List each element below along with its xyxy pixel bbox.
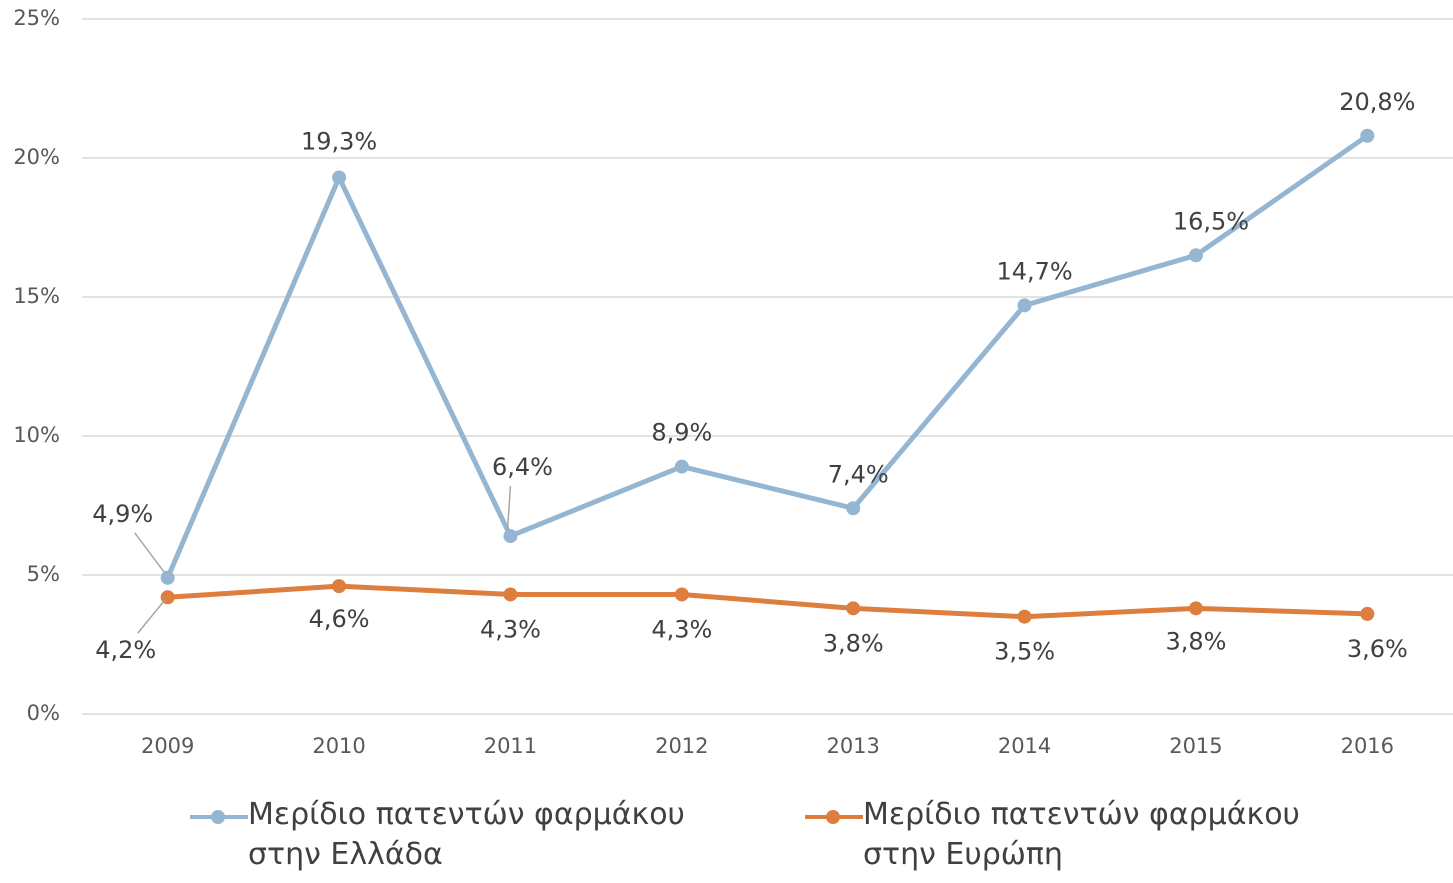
x-tick-label: 2011 [484,734,537,758]
point [503,529,518,544]
legend: Μερίδιο πατεντών φαρμάκου στην Ελλάδα Μερ… [0,795,1453,883]
legend-item: Μερίδιο πατεντών φαρμάκου στην Ευρώπη [805,795,1333,875]
x-tick-label: 2014 [998,734,1051,758]
x-tick-label: 2015 [1169,734,1222,758]
series-line [167,583,1368,620]
value-label: 4,6% [309,605,370,633]
value-label: 16,5% [1173,207,1249,235]
value-label: 6,4% [492,453,553,481]
value-label: 8,9% [651,419,712,447]
value-label: 7,4% [828,460,889,488]
x-tick-label: 2009 [141,734,194,758]
point [846,601,861,616]
point [1017,609,1032,624]
legend-swatch [190,795,248,839]
point [1360,128,1375,143]
point [674,459,689,474]
value-label: 3,8% [1165,627,1226,655]
x-tick-label: 2010 [312,734,365,758]
value-label: 4,2% [95,636,156,664]
x-tick-label: 2013 [826,734,879,758]
series-line [165,133,1369,579]
point [332,170,347,185]
legend-label: Μερίδιο πατεντών φαρμάκου στην Ελλάδα [248,797,685,872]
value-label: 20,8% [1339,88,1415,116]
point [1017,298,1032,313]
value-label: 3,6% [1347,635,1408,663]
y-tick-label: 0% [27,701,60,725]
point [1188,601,1203,616]
y-tick-label: 5% [27,562,60,586]
point [1188,248,1203,263]
x-tick-label: 2012 [655,734,708,758]
point [332,579,347,594]
legend-label: Μερίδιο πατεντών φαρμάκου στην Ευρώπη [863,797,1300,872]
value-label: 4,3% [651,615,712,643]
point [846,501,861,516]
legend-marker [826,810,840,824]
value-label: 14,7% [996,257,1072,285]
point [1360,606,1375,621]
x-tick-label: 2016 [1341,734,1394,758]
legend-marker [211,810,225,824]
y-tick-label: 15% [13,284,60,308]
point [674,587,689,602]
value-label: 3,5% [994,638,1055,666]
value-label: 4,3% [480,615,541,643]
plot: 0% 5% 10% 15% 20% 25% 2009 2010 2011 2012 2013 2014… [13,6,1453,758]
value-label: 3,8% [823,629,884,657]
legend-swatch [805,795,863,839]
point [503,587,518,602]
y-tick-label: 20% [13,145,60,169]
y-tick-label: 10% [13,423,60,447]
leader-line [506,486,512,532]
y-tick-label: 25% [13,6,60,30]
leader-line [137,599,166,634]
point [160,570,175,585]
value-label: 4,9% [92,500,153,528]
legend-item: Μερίδιο πατεντών φαρμάκου στην Ελλάδα [190,795,718,875]
leader-line [134,532,166,574]
value-label: 19,3% [301,127,377,155]
